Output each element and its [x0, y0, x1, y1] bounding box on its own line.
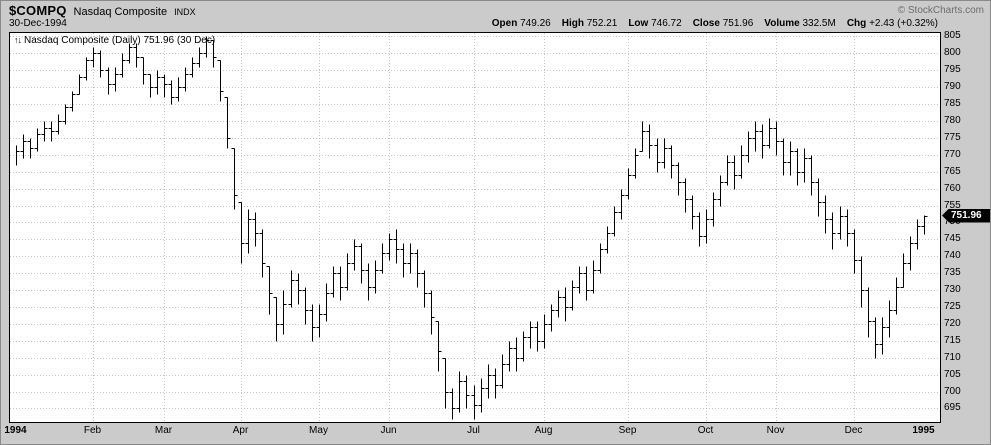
x-axis-label: Jun: [380, 425, 397, 436]
x-axis-label: 1994: [4, 425, 27, 436]
y-axis-label: 805: [944, 29, 961, 41]
copyright: © StockCharts.com: [897, 5, 984, 16]
y-axis-label: 705: [944, 368, 961, 380]
y-axis-label: 795: [944, 63, 961, 75]
chart-legend: ↑↓ Nasdaq Composite (Daily) 751.96 (30 De…: [14, 35, 215, 46]
y-axis-label: 790: [944, 80, 961, 92]
y-axis-label: 740: [944, 249, 961, 261]
x-axis-label: Feb: [83, 425, 102, 436]
y-axis-label: 755: [944, 199, 961, 211]
y-axis-label: 710: [944, 351, 961, 363]
x-axis-label: Apr: [232, 425, 249, 436]
y-axis-label: 770: [944, 148, 961, 160]
x-axis-label: Dec: [844, 425, 863, 436]
x-axis-label: 1995: [912, 425, 935, 436]
quote-bar: Open 749.26 High 752.21 Low 746.72 Close…: [492, 18, 938, 29]
y-axis-label: 785: [944, 97, 961, 109]
price-pane: ↑↓ Nasdaq Composite (Daily) 751.96 (30 De…: [9, 32, 941, 423]
exchange-label: INDX: [174, 7, 196, 17]
y-axis-label: 695: [944, 401, 961, 413]
y-axis-label: 760: [944, 182, 961, 194]
quote-low: Low 746.72: [628, 18, 682, 29]
y-axis-label: 700: [944, 385, 961, 397]
symbol-name: Nasdaq Composite: [73, 6, 168, 18]
x-axis-label: Aug: [534, 425, 553, 436]
chart-legend-text: Nasdaq Composite (Daily) 751.96 (30 Dec): [24, 35, 216, 46]
quote-change: Chg +2.43 (+0.32%): [846, 18, 938, 29]
y-axis-label: 735: [944, 266, 961, 278]
y-axis-label: 715: [944, 334, 961, 346]
quote-open: Open 749.26: [491, 18, 551, 29]
y-axis-label: 730: [944, 283, 961, 295]
chart-header: $COMPQ Nasdaq Composite INDX: [9, 3, 196, 18]
y-axis-label: 745: [944, 232, 961, 244]
last-price-tag: 751.96: [942, 208, 990, 223]
y-axis-label: 720: [944, 317, 961, 329]
y-axis-label: 780: [944, 114, 961, 126]
quote-close: Close 751.96: [692, 18, 754, 29]
updown-arrows-icon: ↑↓: [14, 35, 22, 45]
price-plot-svg: [10, 33, 940, 422]
y-axis-label: 725: [944, 300, 961, 312]
x-axis-label: Jul: [467, 425, 480, 436]
y-axis-label: 765: [944, 165, 961, 177]
quote-volume: Volume 332.5M: [764, 18, 836, 29]
x-axis-label: Nov: [766, 425, 785, 436]
y-axis-label: 775: [944, 131, 961, 143]
quote-date: 30-Dec-1994: [9, 18, 67, 29]
symbol: $COMPQ: [9, 3, 67, 18]
x-axis-label: Oct: [697, 425, 714, 436]
quote-high: High 752.21: [561, 18, 618, 29]
x-axis-label: Sep: [618, 425, 637, 436]
y-axis-label: 800: [944, 46, 961, 58]
x-axis-label: Mar: [154, 425, 173, 436]
x-axis-label: May: [309, 425, 328, 436]
